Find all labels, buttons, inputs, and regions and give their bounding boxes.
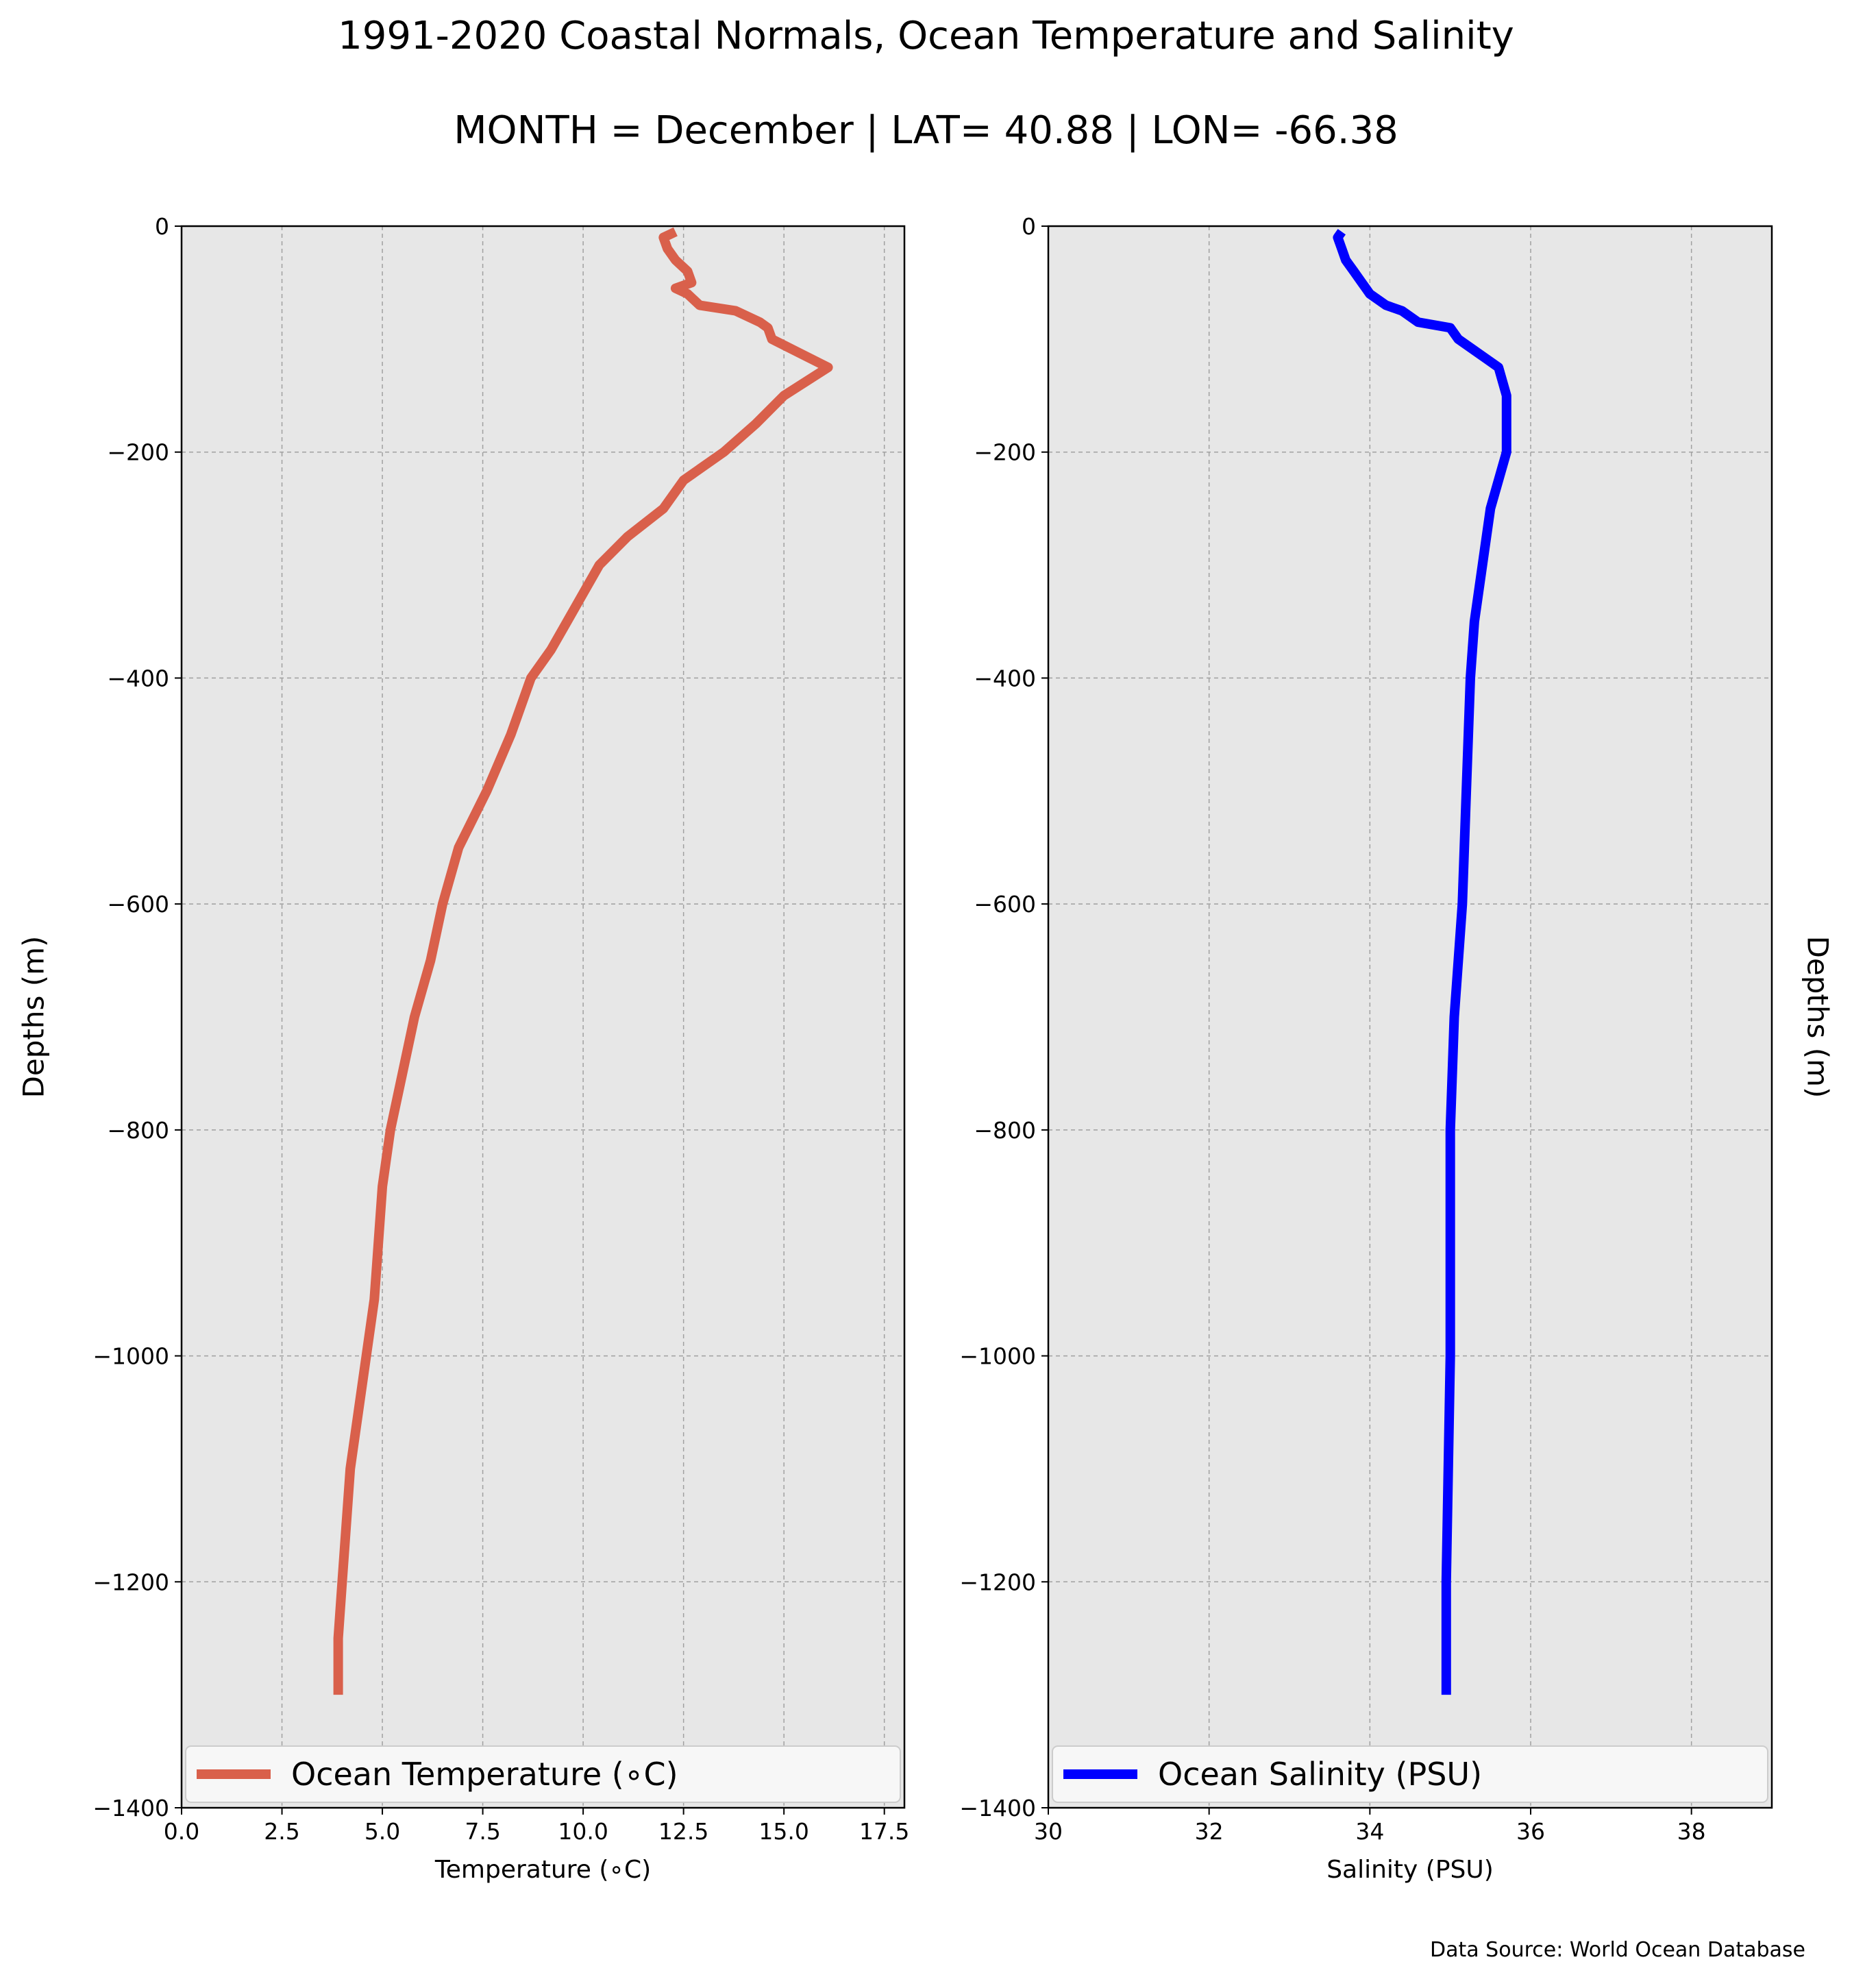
y-tick-label: −1400 — [92, 1795, 169, 1821]
y-tick-label: −1000 — [959, 1343, 1036, 1370]
x-tick-label: 7.5 — [465, 1818, 500, 1845]
y-axis-label: Depths (m) — [1801, 936, 1835, 1099]
y-tick-label: −400 — [107, 665, 169, 691]
series-line-temperature — [333, 227, 833, 1695]
chart-title: 1991-2020 Coastal Normals, Ocean Tempera… — [338, 14, 1514, 58]
x-tick-label: 10.0 — [558, 1818, 608, 1845]
x-tick-label: 15.0 — [758, 1818, 808, 1845]
legend-label: Ocean Salinity (PSU) — [1158, 1756, 1482, 1793]
y-tick-label: −1200 — [92, 1569, 169, 1595]
y-tick-label: −400 — [974, 665, 1036, 691]
x-tick-label: 32 — [1195, 1818, 1224, 1845]
y-tick-label: −600 — [974, 891, 1036, 918]
y-tick-label: −800 — [974, 1117, 1036, 1144]
y-tick-label: −1200 — [959, 1569, 1036, 1595]
y-tick-label: 0 — [155, 213, 169, 240]
y-axis-label: Depths (m) — [17, 936, 51, 1099]
y-tick-label: −600 — [107, 891, 169, 918]
y-tick-label: −200 — [974, 439, 1036, 466]
y-tick-label: −1000 — [92, 1343, 169, 1370]
x-tick-label: 12.5 — [658, 1818, 708, 1845]
y-tick-label: −800 — [107, 1117, 169, 1144]
panel-temperature: 0.0 2.5 5.0 7.5 10.0 12.5 15.0 17.5 0 −200 −400 −60… — [17, 213, 910, 1884]
legend-label: Ocean Temperature (∘C) — [291, 1756, 678, 1793]
plot-area — [1048, 226, 1772, 1808]
y-tick-label: −200 — [107, 439, 169, 466]
legend: Ocean Salinity (PSU) — [1052, 1745, 1768, 1803]
x-tick-label: 34 — [1355, 1818, 1384, 1845]
x-tick-label: 5.0 — [365, 1818, 400, 1845]
x-tick-label: 36 — [1516, 1818, 1545, 1845]
x-tick-label: 2.5 — [264, 1818, 299, 1845]
legend: Ocean Temperature (∘C) — [185, 1745, 901, 1803]
x-tick-label: 17.5 — [859, 1818, 909, 1845]
y-tick-label: 0 — [1022, 213, 1036, 240]
x-tick-label: 30 — [1034, 1818, 1063, 1845]
x-tick-label: 0.0 — [164, 1818, 199, 1845]
axes-frame — [180, 225, 906, 1809]
data-source-note: Data Source: World Ocean Database — [1430, 1938, 1805, 1962]
x-axis-label: Temperature (∘C) — [434, 1856, 651, 1884]
axes-frame — [1047, 225, 1773, 1809]
x-axis-label: Salinity (PSU) — [1326, 1856, 1494, 1884]
plot-area — [182, 226, 904, 1808]
legend-box — [185, 1745, 901, 1803]
series-line-salinity — [1333, 229, 1511, 1695]
panel-salinity: 30 32 34 36 38 0 −200 −400 −600 −800 −1000 −1200 −14… — [959, 213, 1834, 1884]
legend-box — [1052, 1745, 1768, 1803]
x-tick-label: 38 — [1677, 1818, 1706, 1845]
y-tick-label: −1400 — [959, 1795, 1036, 1821]
chart-subtitle: MONTH = December | LAT= 40.88 | LON= -66… — [454, 108, 1398, 153]
